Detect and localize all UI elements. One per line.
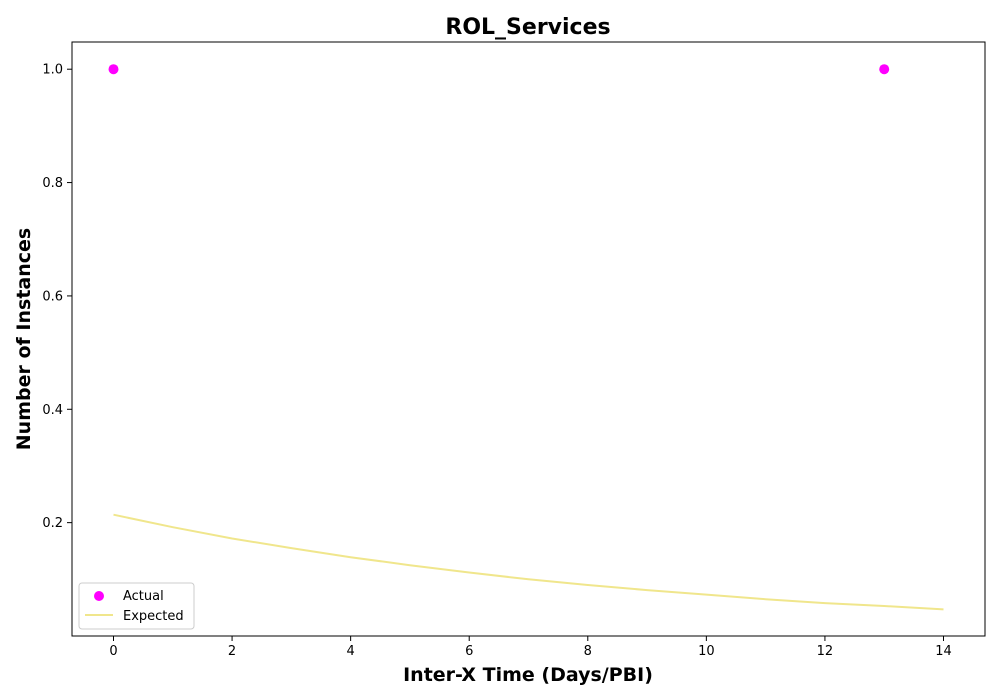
y-tick-label-0: 0.2 [42,516,63,531]
x-tick-label-2: 4 [347,644,355,659]
x-tick-label-4: 8 [584,644,592,659]
x-tick-label-1: 2 [228,644,236,659]
chart-title: ROL_Services [445,15,610,40]
series-line-expected [113,513,944,611]
x-tick-label-7: 14 [935,644,952,659]
y-tick-label-3: 0.8 [42,176,63,191]
axes: 0 2 4 6 8 10 12 14 0.2 0.4 0.6 0.8 1.0 [42,41,986,659]
legend-actual-label: Actual [123,589,164,604]
y-tick-label-2: 0.6 [42,289,63,304]
y-tick-label-1: 0.4 [42,403,63,418]
legend-actual-marker [94,591,104,601]
x-axis-label: Inter-X Time (Days/PBI) [403,664,653,686]
x-tick-label-6: 12 [817,644,834,659]
legend: Actual Expected [78,582,195,630]
x-tick-label-5: 10 [698,644,715,659]
plot-area [108,64,944,611]
x-tick-label-3: 6 [465,644,473,659]
y-tick-label-4: 1.0 [42,63,63,78]
y-axis-label: Number of Instances [13,228,35,450]
axes-frame [71,41,986,637]
data-point-actual-0 [108,64,119,75]
x-tick-label-0: 0 [109,644,117,659]
data-point-actual-1 [879,64,890,75]
legend-expected-label: Expected [123,609,184,624]
legend-box [78,582,195,630]
